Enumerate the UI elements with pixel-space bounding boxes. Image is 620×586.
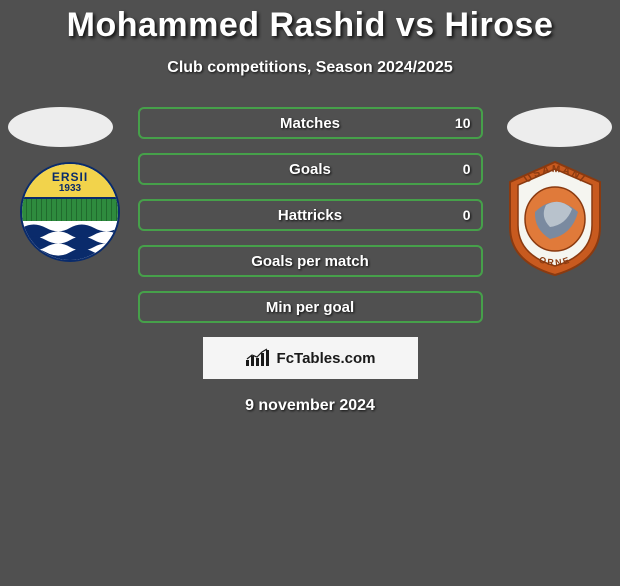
badge-left-waves-icon	[22, 221, 118, 260]
club-badge-right: USAMANI ORNE	[500, 157, 610, 277]
stat-value-right: 10	[455, 109, 471, 137]
date-text: 9 november 2024	[0, 397, 620, 415]
stat-label: Hattricks	[140, 201, 481, 229]
branding-box[interactable]: FcTables.com	[203, 337, 418, 379]
stat-label: Min per goal	[140, 293, 481, 321]
stat-row-hattricks: Hattricks 0	[138, 199, 483, 231]
stat-value-right: 0	[463, 201, 471, 229]
stat-row-min-per-goal: Min per goal	[138, 291, 483, 323]
stat-rows: Matches 10 Goals 0 Hattricks 0 Goals per…	[138, 107, 483, 323]
stat-label: Matches	[140, 109, 481, 137]
stat-row-goals-per-match: Goals per match	[138, 245, 483, 277]
stat-label: Goals per match	[140, 247, 481, 275]
branding-label: FcTables.com	[277, 350, 376, 367]
player-slot-right	[507, 107, 612, 147]
subtitle: Club competitions, Season 2024/2025	[0, 59, 620, 77]
club-badge-left: ERSII 1933	[20, 162, 120, 262]
badge-left-text: ERSII	[22, 170, 118, 184]
bar-chart-icon	[245, 348, 273, 368]
stat-value-right: 0	[463, 155, 471, 183]
stat-row-matches: Matches 10	[138, 107, 483, 139]
badge-left-year: 1933	[22, 183, 118, 194]
page-title: Mohammed Rashid vs Hirose	[0, 6, 620, 45]
stat-row-goals: Goals 0	[138, 153, 483, 185]
stat-label: Goals	[140, 155, 481, 183]
comparison-panel: ERSII 1933 USA	[0, 107, 620, 415]
player-slot-left	[8, 107, 113, 147]
